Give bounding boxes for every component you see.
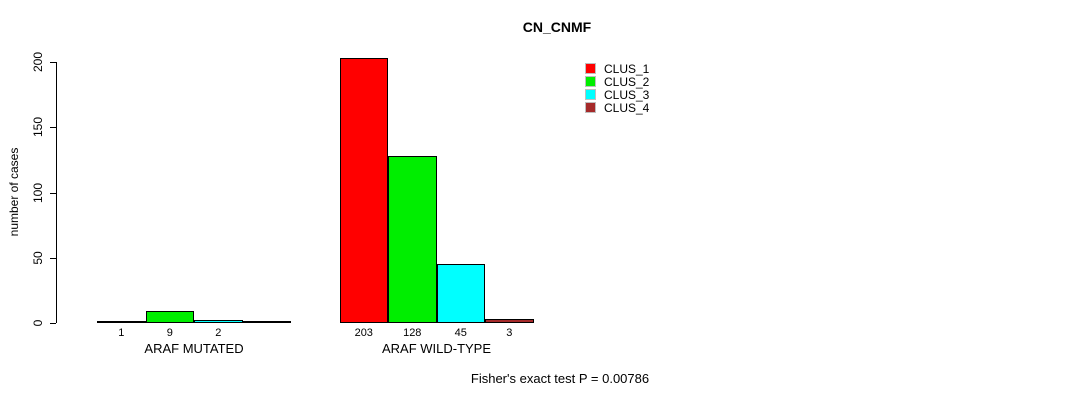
fisher-test-annotation: Fisher's exact test P = 0.00786 (470, 371, 650, 386)
legend-label: CLUS_4 (604, 100, 650, 115)
chart-title: CN_CNMF (522, 19, 592, 35)
bar-clus_1-2 (339, 58, 388, 323)
legend: CLUS_1 CLUS_2 CLUS_3 CLUS_4 (585, 61, 650, 115)
y-tick-mark (50, 62, 56, 63)
bar-clus_2-2 (388, 156, 437, 323)
bar-clus_4-2 (485, 319, 534, 323)
y-tick-label: 100 (31, 182, 45, 203)
legend-label: CLUS_3 (604, 87, 650, 102)
y-tick-mark (50, 257, 56, 259)
y-tick-label: 0 (31, 319, 45, 327)
legend-swatch-clus_1 (585, 63, 596, 74)
y-tick-mark (50, 127, 56, 129)
bar-value-label: 1 (118, 327, 125, 339)
legend-row-clus_1: CLUS_1 (585, 61, 650, 76)
y-tick-label: 150 (31, 117, 45, 138)
bar-value-label: 3 (506, 327, 513, 339)
y-tick-label: 50 (31, 251, 45, 265)
bar-clus_1-1 (97, 321, 146, 323)
y-tick-mark (50, 192, 56, 194)
legend-swatch-clus_3 (585, 89, 596, 100)
bar-value-label: 128 (403, 327, 422, 339)
legend-swatch-clus_4 (585, 102, 596, 113)
group-label-2: ARAF WILD-TYPE (381, 341, 492, 356)
bar-clus_3-1 (194, 320, 243, 323)
bar-clus_2-1 (145, 311, 194, 323)
bar-clus_3-2 (436, 264, 485, 323)
legend-row-clus_3: CLUS_3 (585, 87, 650, 102)
bar-value-label: 203 (354, 327, 373, 339)
bar-value-label: 9 (166, 327, 173, 339)
legend-label: CLUS_1 (604, 61, 650, 76)
y-tick-mark (50, 323, 56, 324)
legend-row-clus_2: CLUS_2 (585, 74, 650, 89)
legend-swatch-clus_2 (585, 76, 596, 87)
group-label-1: ARAF MUTATED (144, 341, 244, 356)
legend-row-clus_4: CLUS_4 (585, 100, 650, 115)
y-axis-line (56, 62, 57, 323)
legend-label: CLUS_2 (604, 74, 650, 89)
bar-value-label: 2 (215, 327, 222, 339)
bar-clus_4-1 (242, 321, 291, 323)
y-tick-label: 200 (31, 51, 45, 73)
bar-value-label: 45 (454, 327, 467, 339)
y-axis-title: number of cases (7, 147, 21, 237)
